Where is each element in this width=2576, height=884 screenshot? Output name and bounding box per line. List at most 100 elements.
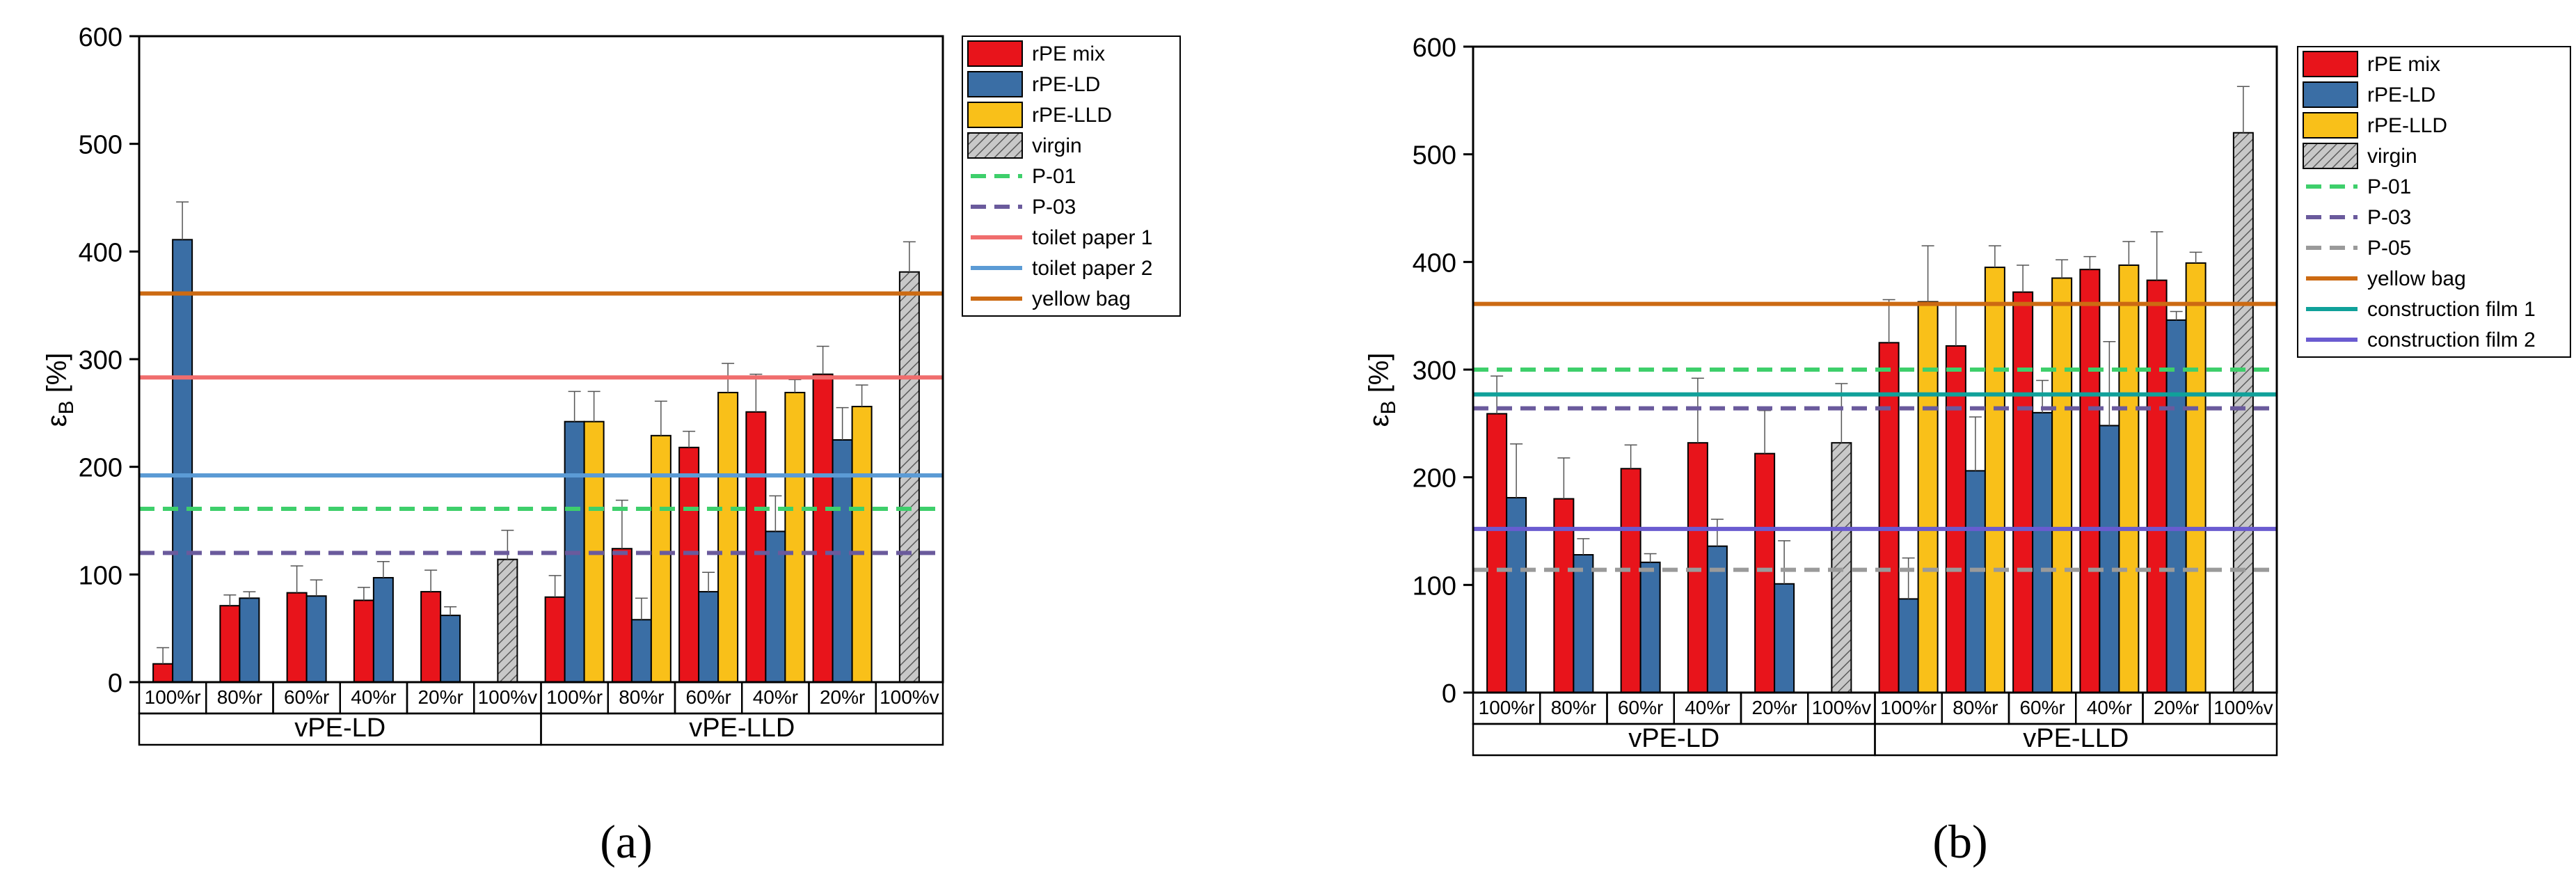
legend-label: rPE-LLD: [2367, 114, 2447, 137]
bar-rpe-ld: [1774, 583, 1795, 694]
legend-swatch-virgin: [967, 132, 1023, 159]
category-label: 100%v: [2213, 697, 2273, 718]
x-axis-b: 100%r 80%r 60%r 40%r 20%r 100%v vPE-LD 100%r 80%…: [1472, 691, 2278, 757]
bar-rpe-lld: [784, 391, 806, 683]
legend-label: P-01: [2367, 175, 2411, 198]
category-label: 40%r: [2087, 697, 2132, 718]
category-label: 80%r: [1953, 697, 1998, 718]
bar-rpe-ld: [1573, 554, 1594, 693]
y-tick-label: 400: [79, 238, 122, 267]
legend-label: toilet paper 1: [1032, 226, 1152, 249]
y-axis-b: 0 100 200 300 400 500 600: [1413, 33, 1473, 709]
y-label-symbol: ε: [42, 414, 72, 427]
bar-rpe-mix: [1945, 345, 1966, 693]
category-label: 60%r: [284, 686, 329, 708]
bar-rpe-mix: [544, 596, 566, 684]
legend-swatch-rpe-lld: [967, 102, 1023, 128]
bar-rpe-mix: [2079, 269, 2101, 694]
bar-rpe-ld: [2165, 319, 2187, 693]
y-label-symbol: ε: [1364, 414, 1394, 427]
legend-swatch-virgin: [2303, 143, 2358, 169]
y-tick-label: 500: [79, 131, 122, 160]
legend-label: rPE-LD: [1032, 73, 1100, 96]
bar-rpe-lld: [1984, 267, 2005, 694]
bar-rpe-mix: [353, 599, 374, 683]
bar-rpe-ld: [1898, 598, 1919, 693]
legend-label: virgin: [2367, 145, 2417, 168]
bar-rpe-mix: [1687, 442, 1708, 693]
bar-rpe-ld: [372, 576, 394, 683]
plot-area-a: [138, 35, 944, 684]
y-label-subscript: B: [1377, 401, 1400, 415]
bar-rpe-ld: [239, 597, 260, 683]
category-label: 100%r: [145, 686, 201, 708]
bar-rpe-ld: [2032, 411, 2053, 693]
chart-panel-a: 0 100 200 300 400 500 600 100%r 80%r 60%r 40%r 20%…: [42, 23, 1181, 868]
legend-label: P-05: [2367, 237, 2411, 260]
reference-lines-b: [1473, 301, 2277, 572]
y-tick-label: 300: [79, 346, 122, 375]
bar-rpe-mix: [219, 605, 241, 683]
y-axis-label-b: εB [%]: [1364, 353, 1400, 427]
y-tick-label: 400: [1413, 248, 1456, 278]
bar-rpe-mix: [678, 446, 700, 683]
bar-rpe-ld: [2099, 425, 2120, 694]
bar-rpe-lld: [851, 406, 873, 683]
category-label: 80%r: [619, 686, 664, 708]
y-tick-label: 300: [1413, 356, 1456, 386]
group-cell: [540, 712, 944, 746]
group-cell: [1874, 723, 2278, 757]
category-label: 100%v: [478, 686, 538, 708]
bar-rpe-ld: [832, 439, 853, 683]
legend-a: rPE mix rPE-LD rPE-LLD virgin P-01 P-03 toilet…: [962, 35, 1181, 317]
legend-label: virgin: [1032, 134, 1082, 157]
category-label: 80%r: [217, 686, 262, 708]
bars-a: [152, 201, 920, 684]
legend-swatch-rpe-ld: [2303, 81, 2358, 108]
bar-rpe-mix: [745, 411, 767, 684]
y-tick-label: 200: [1413, 464, 1456, 494]
group-label: vPE-LD: [1628, 724, 1719, 753]
bar-rpe-mix: [2012, 291, 2034, 693]
bar-rpe-ld: [698, 591, 719, 684]
legend-label: P-01: [1032, 165, 1076, 188]
group-label: vPE-LLD: [2023, 724, 2129, 753]
legend-b: rPE mix rPE-LD rPE-LLD virgin P-01 P-03 P-05 ye…: [2297, 46, 2571, 358]
bar-virgin: [497, 558, 518, 683]
y-tick-label: 600: [1413, 33, 1456, 63]
y-label-subscript: B: [55, 401, 78, 415]
bar-rpe-mix: [611, 548, 633, 683]
bar-virgin: [1831, 442, 1852, 693]
x-axis-a: 100%r 80%r 60%r 40%r 20%r 100%v vPE-LD 100%r 80%…: [138, 681, 944, 746]
group-label: vPE-LLD: [689, 713, 795, 743]
category-label: 20%r: [418, 686, 463, 708]
legend-label: yellow bag: [2367, 267, 2466, 290]
category-label: 100%r: [546, 686, 603, 708]
bar-rpe-ld: [630, 619, 652, 683]
category-label: 60%r: [1618, 697, 1663, 718]
category-label: 40%r: [753, 686, 798, 708]
category-label: 100%v: [880, 686, 939, 708]
bar-rpe-ld: [305, 595, 327, 683]
bar-rpe-ld: [1964, 470, 1986, 693]
bar-rpe-ld: [172, 239, 193, 683]
y-tick-label: 600: [79, 23, 122, 52]
panel-label-a: (a): [600, 815, 652, 868]
bar-rpe-ld: [440, 615, 461, 684]
legend-label: yellow bag: [1032, 287, 1131, 310]
category-label: 20%r: [820, 686, 865, 708]
category-label: 60%r: [2019, 697, 2065, 718]
category-label: 100%r: [1880, 697, 1937, 718]
y-tick-label: 200: [79, 454, 122, 483]
bar-rpe-mix: [286, 592, 308, 683]
bar-rpe-mix: [1486, 413, 1508, 693]
y-tick-label: 0: [1442, 679, 1456, 709]
category-label: 100%v: [1812, 697, 1872, 718]
reference-lines-a: [139, 291, 943, 555]
y-label-unit: [%]: [42, 353, 72, 401]
bar-rpe-mix: [1754, 452, 1776, 693]
category-label: 80%r: [1551, 697, 1596, 718]
y-tick-label: 500: [1413, 141, 1456, 171]
bar-rpe-mix: [2146, 279, 2168, 694]
